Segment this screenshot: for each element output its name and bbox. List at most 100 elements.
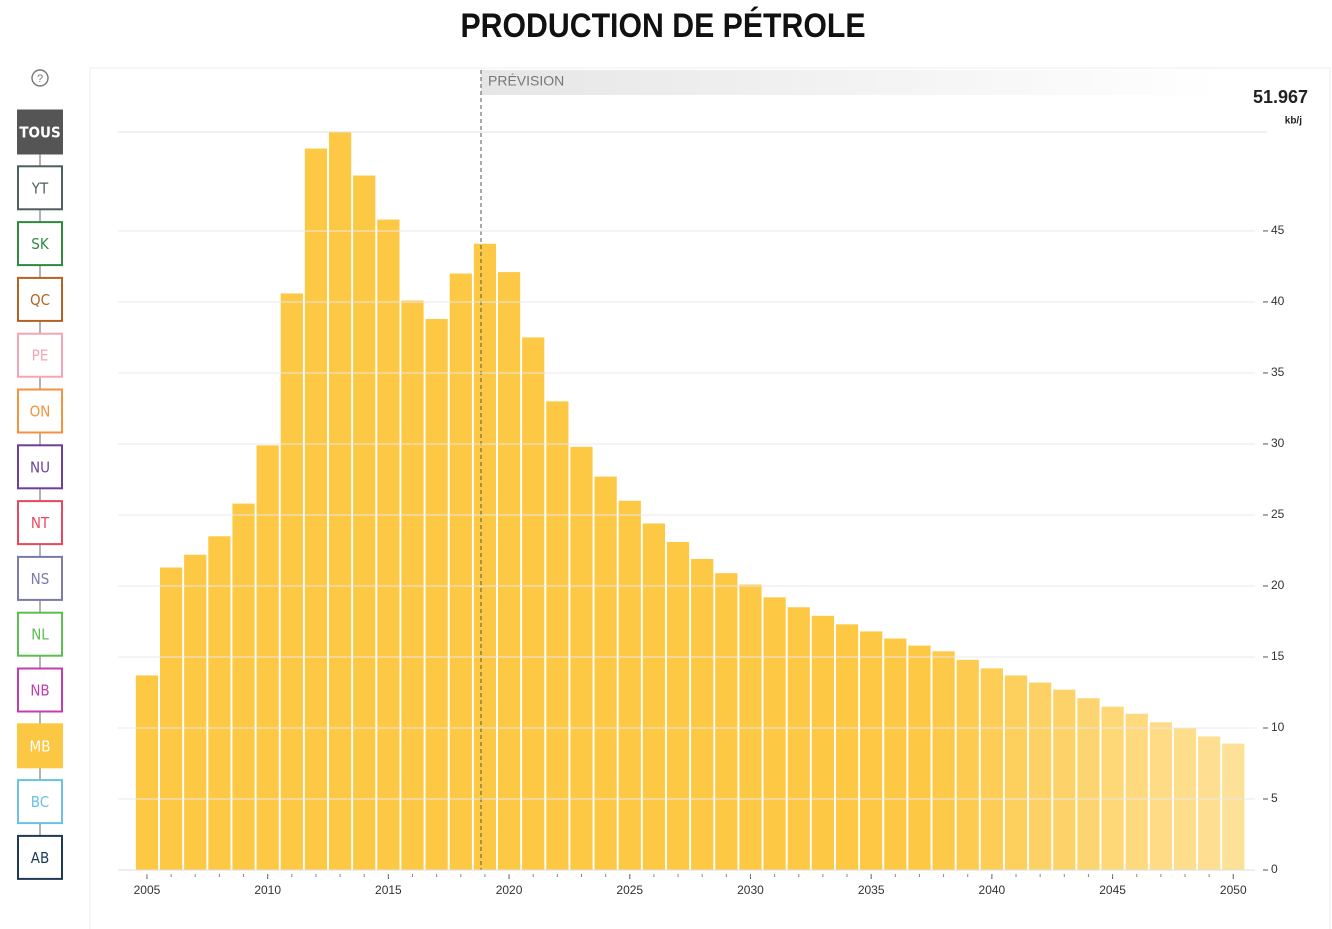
filter-label[interactable]: AB — [31, 849, 50, 867]
x-tick-label: 2035 — [858, 883, 885, 897]
y-tick-label: 15 — [1271, 649, 1285, 663]
bar — [497, 272, 521, 871]
bar — [353, 175, 376, 871]
bar — [328, 132, 352, 870]
y-tick-label: 0 — [1271, 862, 1278, 876]
bar — [1029, 682, 1052, 870]
bar — [835, 624, 859, 870]
x-tick-label: 2010 — [254, 883, 281, 897]
filter-box[interactable] — [17, 444, 63, 490]
y-tick-label: 35 — [1271, 365, 1285, 379]
filter-label[interactable]: TOUS — [19, 124, 60, 142]
bar — [546, 401, 569, 870]
filter-box[interactable] — [17, 109, 63, 155]
max-value: 51.967 — [1253, 87, 1308, 107]
bar — [377, 219, 400, 871]
filter-button[interactable]: BC — [17, 779, 63, 825]
x-tick-label: 2025 — [616, 883, 643, 897]
filter-button[interactable]: NB — [17, 667, 63, 713]
bar — [304, 148, 328, 870]
filter-label[interactable]: QC — [30, 291, 50, 309]
filter-label[interactable]: MB — [30, 737, 51, 755]
bar — [425, 318, 448, 870]
filter-button[interactable]: SK — [17, 221, 63, 267]
filter-button[interactable]: NL — [17, 611, 63, 657]
unit-label: kb/j — [1285, 116, 1302, 127]
filter-box[interactable] — [17, 388, 63, 434]
bar — [184, 554, 207, 870]
x-tick-label: 2020 — [496, 883, 523, 897]
bars — [135, 132, 1245, 871]
filter-box[interactable] — [17, 555, 63, 601]
filter-label[interactable]: NS — [31, 570, 50, 588]
filter-button[interactable]: TOUS — [17, 109, 63, 155]
chart-frame — [89, 67, 1331, 929]
filter-label[interactable]: ON — [30, 403, 51, 421]
bar — [932, 651, 955, 870]
x-tick-label: 2040 — [979, 883, 1006, 897]
x-tick-label: 2030 — [737, 883, 764, 897]
x-tick-label: 2005 — [134, 883, 161, 897]
filter-button[interactable]: PE — [17, 332, 63, 378]
bar — [594, 476, 617, 870]
bar — [232, 503, 255, 870]
filter-box[interactable] — [17, 332, 63, 378]
help-icon[interactable]: ? — [31, 69, 49, 87]
bar — [280, 293, 303, 870]
bar — [256, 445, 279, 870]
filter-label[interactable]: NU — [30, 458, 50, 476]
filter-label[interactable]: YT — [31, 179, 49, 197]
bar — [135, 675, 159, 870]
filter-label[interactable]: NT — [31, 514, 50, 532]
filter-label[interactable]: NB — [30, 682, 49, 700]
bar — [642, 523, 666, 870]
filter-button[interactable]: ON — [17, 388, 63, 434]
bar — [666, 541, 690, 870]
bar — [1053, 689, 1076, 870]
y-tick-label: 10 — [1271, 720, 1285, 734]
chart-title: PRODUCTION DE PÉTROLE — [461, 7, 866, 45]
bar — [739, 584, 762, 870]
filter-button[interactable]: QC — [17, 276, 63, 322]
filter-box[interactable] — [17, 779, 63, 825]
bar — [160, 567, 183, 870]
filter-button[interactable]: YT — [17, 165, 63, 211]
bar — [208, 536, 231, 870]
bar — [715, 573, 738, 870]
bar — [763, 597, 786, 870]
filter-box[interactable] — [17, 611, 63, 657]
filter-box[interactable] — [17, 834, 63, 880]
filter-label[interactable]: BC — [31, 793, 49, 811]
bar — [1198, 736, 1221, 870]
x-tick-label: 2050 — [1220, 883, 1247, 897]
filter-box[interactable] — [17, 723, 63, 769]
bar — [787, 607, 810, 870]
filter-button[interactable]: MB — [17, 723, 63, 769]
y-tick-label: 40 — [1271, 294, 1285, 308]
bar — [811, 615, 834, 870]
bar — [473, 243, 497, 870]
filter-box[interactable] — [17, 276, 63, 322]
bar — [980, 668, 1003, 870]
bar — [956, 659, 979, 870]
filter-box[interactable] — [17, 500, 63, 546]
filter-label[interactable]: NL — [31, 626, 49, 644]
filter-button[interactable]: NT — [17, 500, 63, 546]
filter-button[interactable]: NU — [17, 444, 63, 490]
bar — [860, 631, 883, 870]
bar — [1101, 706, 1124, 870]
filter-box[interactable] — [17, 667, 63, 713]
forecast-band — [481, 70, 1221, 95]
filter-button[interactable]: AB — [17, 834, 63, 880]
filter-label[interactable]: PE — [32, 347, 49, 365]
bar — [691, 558, 714, 870]
filter-label[interactable]: SK — [31, 235, 50, 253]
bar — [1222, 743, 1245, 870]
bar — [570, 446, 593, 870]
filter-box[interactable] — [17, 221, 63, 267]
filter-box[interactable] — [17, 165, 63, 211]
bar — [449, 273, 472, 870]
bar — [522, 337, 545, 870]
filter-button[interactable]: NS — [17, 555, 63, 601]
